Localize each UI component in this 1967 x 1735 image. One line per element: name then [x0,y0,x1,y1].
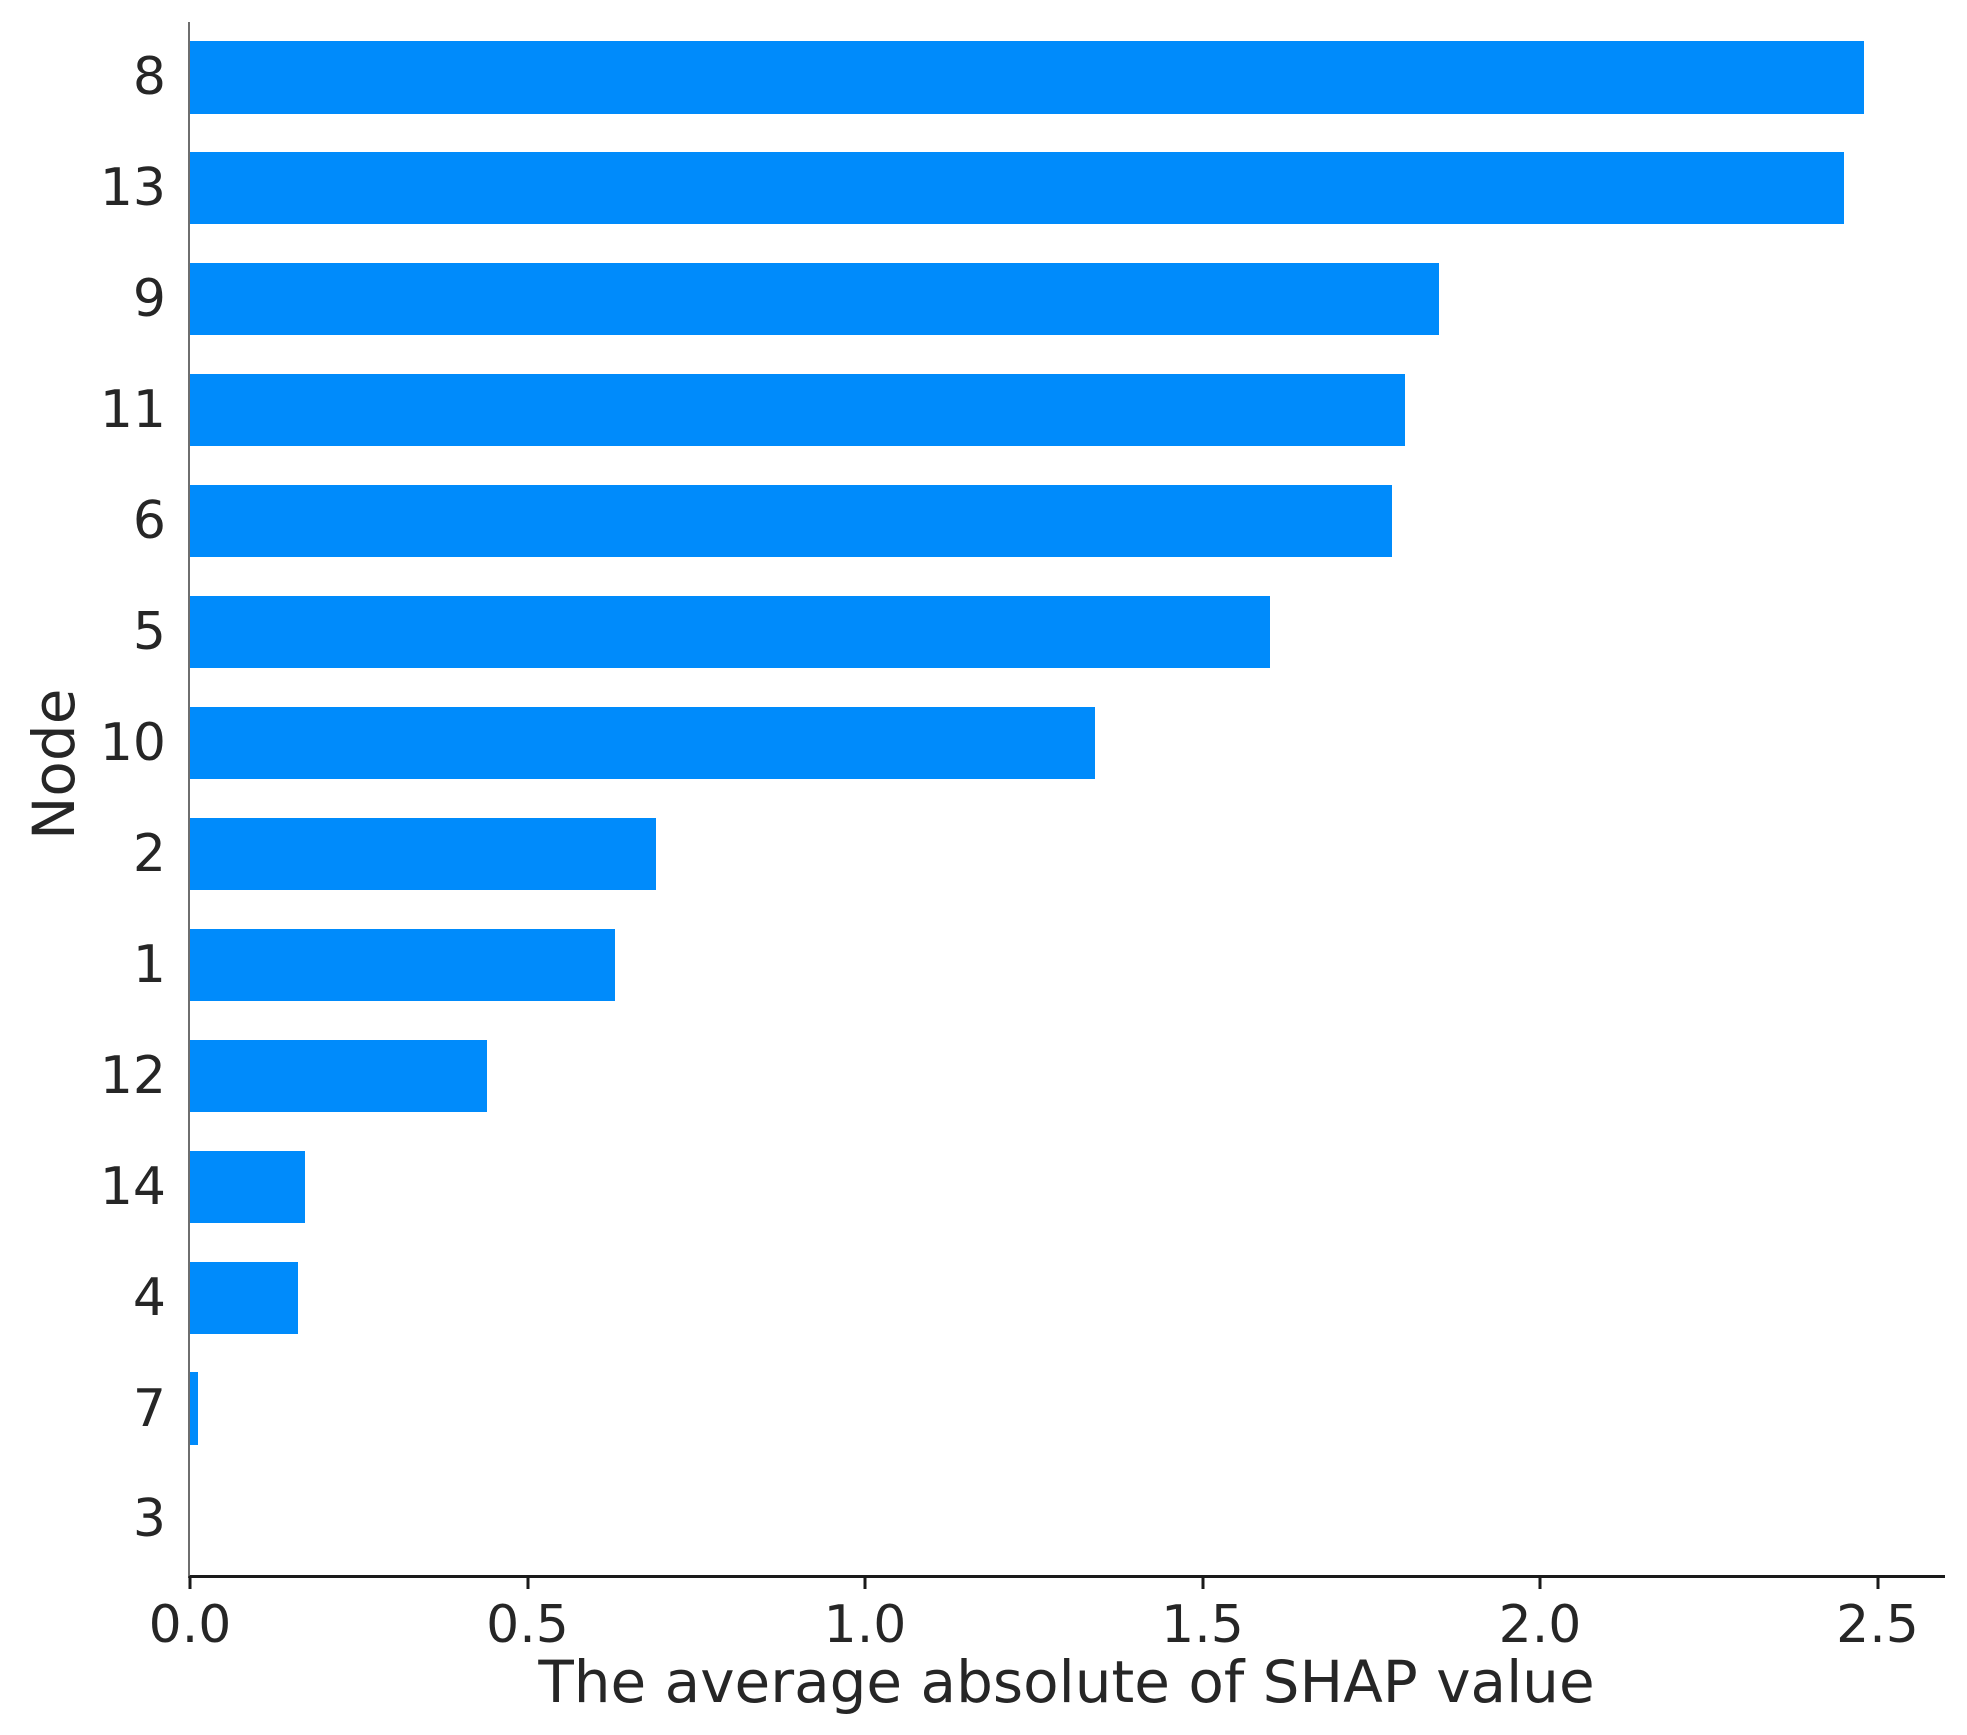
x-tick-mark [188,1576,192,1589]
bar-node-8 [190,41,1864,114]
y-tick-label: 1 [132,934,166,995]
bar-row-node-2: 2 [133,798,1945,909]
bar-row-node-12: 12 [100,1020,1945,1131]
bar-node-1 [190,928,616,1001]
bar-node-9 [190,263,1439,336]
x-tick-mark [1201,1576,1204,1589]
bars-container: 8 13 9 11 6 5 10 2 1 12 14 4 7 3 [100,22,1945,1575]
y-tick-label: 8 [132,47,166,108]
bar-node-12 [190,1039,487,1112]
x-tick-label: 0.0 [148,1595,232,1655]
y-tick-label: 11 [99,380,166,441]
bar-row-node-10: 10 [100,688,1945,799]
y-tick-label: 12 [99,1045,166,1106]
bar-node-4 [190,1261,298,1334]
y-tick-label: 14 [99,1156,166,1217]
y-tick-label: 13 [99,158,166,219]
bar-row-node-9: 9 [133,244,1945,355]
x-tick-label: 1.0 [823,1595,907,1655]
y-tick-label: 3 [132,1489,166,1550]
bar-row-node-4: 4 [133,1242,1945,1353]
x-tick-label: 1.5 [1161,1595,1244,1655]
bar-row-node-3: 3 [133,1464,1945,1575]
bar-row-node-14: 14 [100,1131,1945,1242]
bar-row-node-6: 6 [133,466,1945,577]
bar-row-node-7: 7 [133,1353,1945,1464]
bar-node-14 [190,1150,305,1223]
x-axis-title: The average absolute of SHAP value [538,1648,1595,1716]
bar-node-10 [190,706,1095,780]
bar-node-13 [190,152,1844,225]
x-tick-label: 2.5 [1836,1595,1919,1655]
x-tick-mark [1876,1576,1879,1589]
bar-row-node-1: 1 [133,909,1945,1020]
bar-node-11 [190,374,1405,447]
bar-node-6 [190,485,1392,558]
y-tick-label: 10 [99,712,166,773]
plot-area: 8 13 9 11 6 5 10 2 1 12 14 4 7 3 0.0 0.5 1.0 1.5 2.0 2.5 [100,22,1945,1651]
x-tick-mark [1538,1576,1542,1589]
y-axis-title: Node [20,688,88,840]
bar-node-2 [190,817,656,890]
y-tick-label: 7 [132,1378,166,1439]
y-tick-label: 2 [132,823,166,884]
x-tick-mark [526,1576,529,1589]
x-tick-label: 0.5 [486,1595,569,1655]
bar-row-node-8: 8 [133,22,1945,133]
bar-node-7 [190,1372,199,1445]
bar-row-node-11: 11 [100,355,1945,466]
y-tick-label: 5 [132,602,166,663]
x-tick-mark [863,1576,867,1589]
y-tick-label: 6 [132,491,166,552]
x-axis-ticks: 0.0 0.5 1.0 1.5 2.0 2.5 [149,22,1945,1651]
bar-node-5 [190,596,1270,669]
x-tick-label: 2.0 [1498,1595,1582,1655]
bar-row-node-5: 5 [133,577,1945,688]
y-tick-label: 4 [132,1267,166,1328]
bar-row-node-13: 13 [100,133,1945,244]
y-tick-label: 9 [132,269,166,330]
